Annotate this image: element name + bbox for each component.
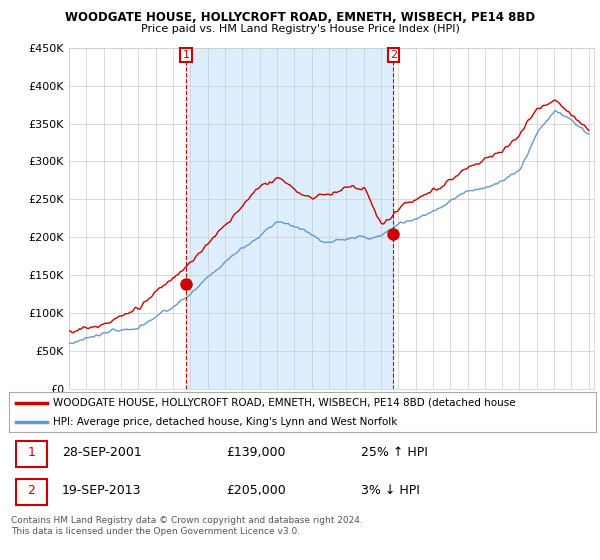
Text: WOODGATE HOUSE, HOLLYCROFT ROAD, EMNETH, WISBECH, PE14 8BD (detached house: WOODGATE HOUSE, HOLLYCROFT ROAD, EMNETH,… xyxy=(53,398,515,408)
Text: 25% ↑ HPI: 25% ↑ HPI xyxy=(361,446,428,459)
Text: 28-SEP-2001: 28-SEP-2001 xyxy=(62,446,142,459)
FancyBboxPatch shape xyxy=(16,441,47,468)
Text: Price paid vs. HM Land Registry's House Price Index (HPI): Price paid vs. HM Land Registry's House … xyxy=(140,24,460,34)
Text: £139,000: £139,000 xyxy=(226,446,286,459)
FancyBboxPatch shape xyxy=(16,479,47,506)
Text: 19-SEP-2013: 19-SEP-2013 xyxy=(62,484,142,497)
Text: 2: 2 xyxy=(28,484,35,497)
Text: 1: 1 xyxy=(182,50,190,60)
Text: HPI: Average price, detached house, King's Lynn and West Norfolk: HPI: Average price, detached house, King… xyxy=(53,417,397,427)
Text: 3% ↓ HPI: 3% ↓ HPI xyxy=(361,484,420,497)
Text: 1: 1 xyxy=(28,446,35,459)
Bar xyxy=(186,48,394,389)
Text: Contains HM Land Registry data © Crown copyright and database right 2024.
This d: Contains HM Land Registry data © Crown c… xyxy=(11,516,362,536)
Text: £205,000: £205,000 xyxy=(226,484,286,497)
Text: WOODGATE HOUSE, HOLLYCROFT ROAD, EMNETH, WISBECH, PE14 8BD: WOODGATE HOUSE, HOLLYCROFT ROAD, EMNETH,… xyxy=(65,11,535,24)
Text: 2: 2 xyxy=(390,50,397,60)
